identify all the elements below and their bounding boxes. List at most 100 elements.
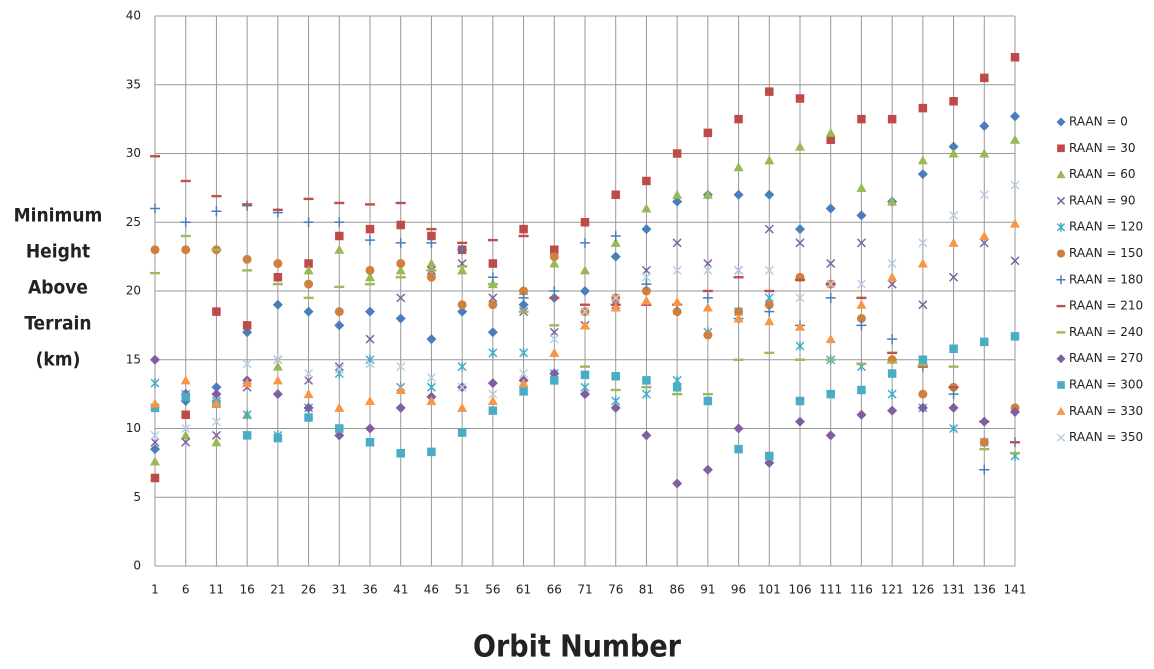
marker [1056, 196, 1066, 206]
marker [1010, 407, 1020, 417]
marker [918, 238, 928, 248]
marker [427, 447, 436, 457]
triangle [580, 265, 590, 275]
marker [856, 409, 867, 420]
marker [426, 237, 437, 248]
marker [426, 258, 437, 268]
triangle [334, 402, 345, 412]
marker [150, 473, 160, 483]
dash [334, 285, 345, 289]
triangle [825, 334, 836, 344]
triangle [580, 320, 590, 330]
marker [457, 428, 467, 437]
y-tick-label: 40 [126, 9, 141, 23]
marker [396, 293, 406, 303]
circle [242, 254, 252, 264]
star [150, 378, 160, 389]
legend-label: RAAN = 270 [1069, 351, 1143, 365]
legend-label: RAAN = 30 [1069, 141, 1136, 155]
marker [242, 203, 253, 206]
dash [1056, 331, 1066, 334]
marker [641, 386, 652, 389]
diamond [641, 430, 652, 441]
marker [1010, 111, 1020, 122]
diamond [795, 224, 805, 235]
star [457, 361, 467, 372]
square [887, 369, 897, 378]
marker [611, 190, 620, 199]
square [242, 431, 252, 440]
square [304, 413, 313, 422]
square [1010, 53, 1020, 62]
marker [764, 189, 775, 200]
square [335, 424, 344, 433]
circle [457, 300, 467, 310]
x [611, 293, 621, 303]
marker [457, 265, 468, 268]
y-tick-label: 25 [126, 215, 141, 229]
triangle [150, 456, 160, 466]
marker [641, 224, 652, 235]
plus [334, 217, 345, 228]
marker [334, 362, 344, 372]
square [150, 403, 160, 413]
dash [487, 238, 498, 242]
y-tick-label: 5 [133, 490, 141, 504]
marker [395, 385, 406, 394]
square [150, 473, 160, 483]
marker [273, 259, 283, 268]
marker [211, 389, 222, 400]
marker [304, 259, 313, 268]
marker [150, 437, 160, 447]
plus [549, 286, 560, 296]
marker [979, 464, 990, 475]
marker [365, 438, 375, 447]
square [365, 224, 375, 234]
square [826, 135, 835, 144]
marker [395, 201, 406, 205]
square [795, 94, 805, 103]
y-axis-label: (km) [36, 349, 81, 371]
triangle [303, 265, 314, 275]
square [949, 97, 958, 106]
marker [948, 148, 959, 158]
x [887, 279, 897, 289]
x [734, 265, 744, 275]
marker [334, 402, 345, 412]
x-tick-label: 26 [301, 583, 316, 597]
square [550, 245, 559, 254]
marker [764, 289, 775, 293]
legend-label: RAAN = 210 [1069, 299, 1143, 313]
marker [917, 169, 928, 180]
marker [335, 231, 344, 241]
marker [826, 258, 836, 269]
x-axis-label: Orbit Number [473, 630, 682, 665]
marker [764, 306, 775, 317]
marker [518, 234, 529, 238]
marker [795, 293, 805, 303]
marker [1010, 441, 1020, 444]
marker [365, 334, 375, 344]
marker [365, 224, 375, 234]
marker [242, 200, 253, 211]
marker [457, 300, 467, 310]
marker [1057, 381, 1065, 389]
marker [672, 265, 682, 275]
dash [457, 241, 468, 245]
legend-label: RAAN = 350 [1069, 430, 1143, 444]
marker [272, 375, 283, 385]
dash [610, 388, 621, 392]
dash [948, 365, 959, 368]
square [181, 410, 190, 419]
circle [549, 252, 559, 262]
triangle [764, 316, 775, 326]
triangle [610, 237, 621, 247]
x [949, 210, 959, 220]
marker [1056, 117, 1066, 127]
marker [304, 279, 314, 289]
diamond [979, 416, 990, 427]
marker [272, 361, 283, 371]
dash [795, 358, 805, 361]
marker [242, 327, 253, 338]
square [212, 307, 221, 316]
